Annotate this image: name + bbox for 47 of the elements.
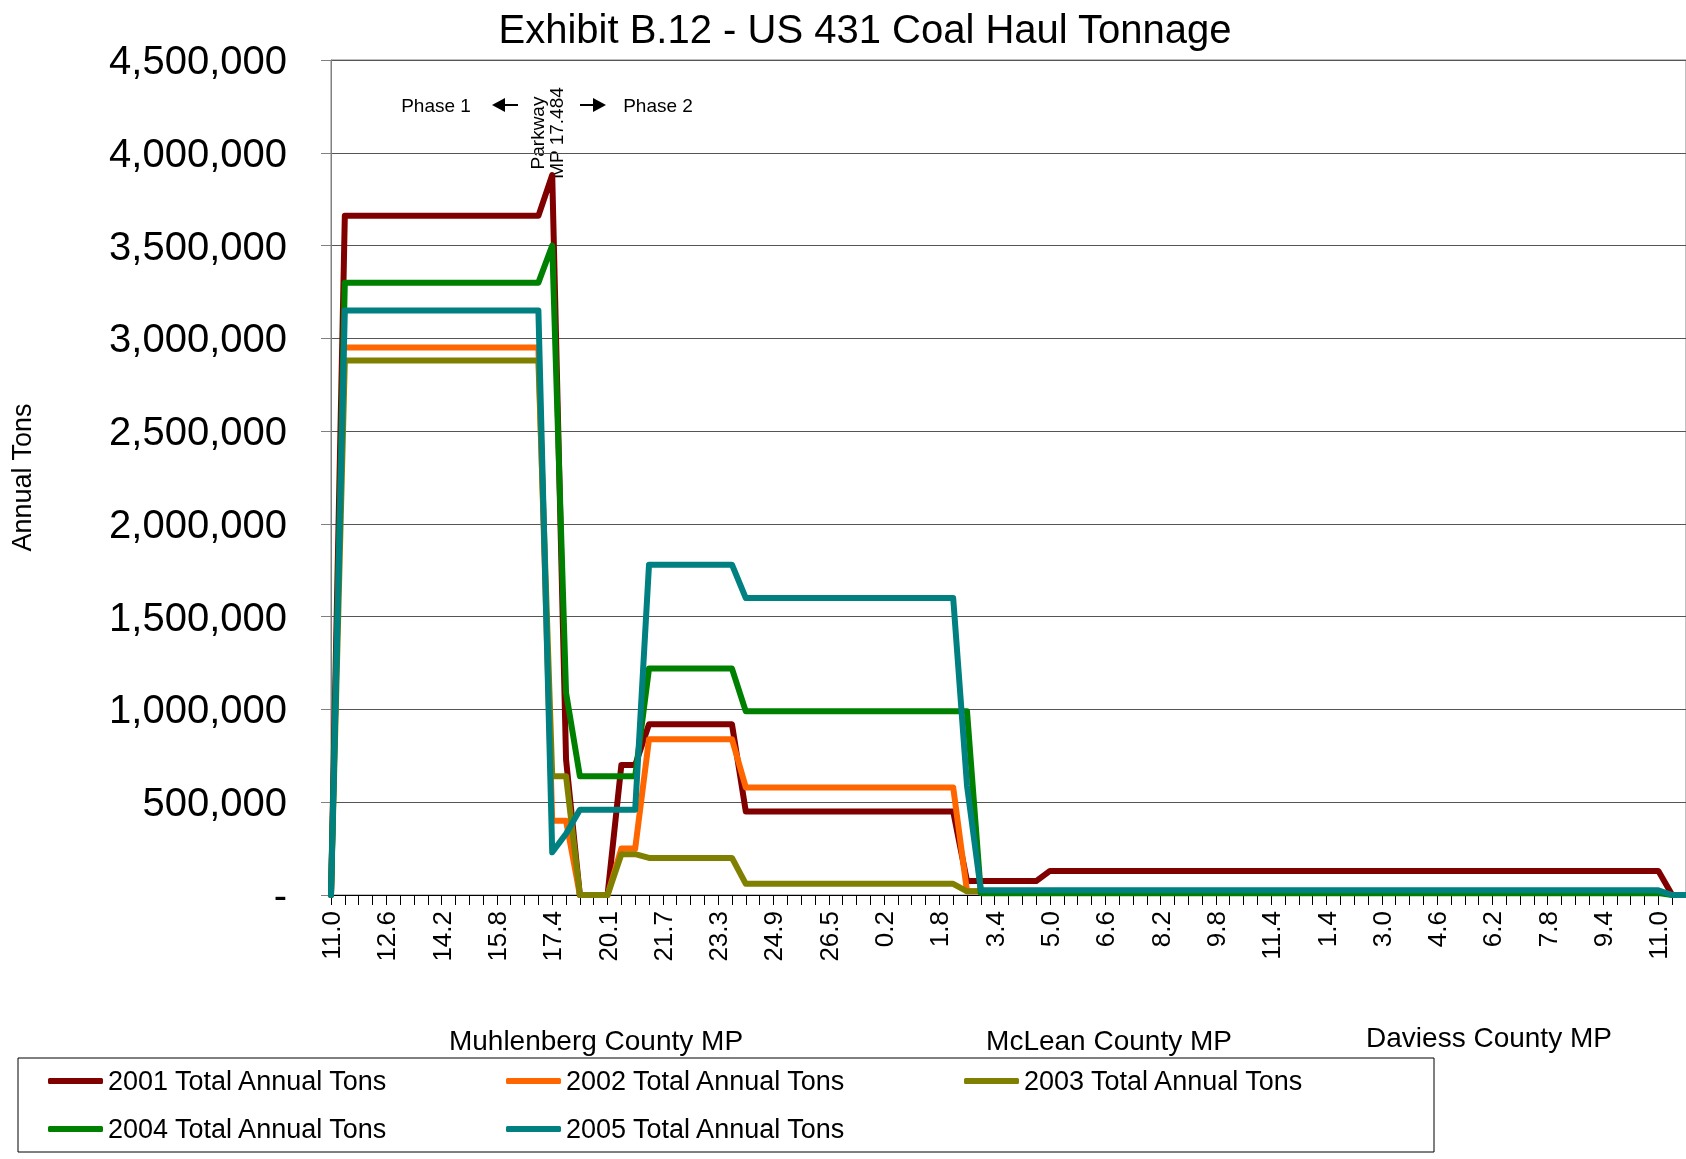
y-tick-label: 3,000,000 [109, 316, 287, 361]
x-tick-label: 20.1 [592, 911, 623, 962]
x-tick-label: 0.2 [869, 911, 900, 948]
x-tick-label: 14.2 [426, 911, 457, 962]
y-tick-label: 2,000,000 [109, 501, 287, 546]
y-tick-label: 1,500,000 [109, 594, 287, 639]
x-tick-label: 3.4 [979, 911, 1010, 948]
x-tick-label: 11.0 [1643, 911, 1674, 960]
annotation: Phase 1 [401, 94, 471, 116]
y-tick-label: 1,000,000 [109, 687, 287, 732]
x-tick-label: 11.0 [316, 911, 346, 960]
x-tick-label: 5.0 [1034, 911, 1065, 948]
y-tick-label: 500,000 [142, 780, 287, 825]
x-tick-label: 1.4 [1311, 911, 1342, 948]
x-tick-label: 24.9 [758, 911, 789, 962]
x-tick-label: 1.8 [924, 911, 955, 948]
y-tick-label: 4,000,000 [109, 130, 287, 175]
x-tick-label: 6.6 [1090, 911, 1121, 948]
x-tick-label: 6.2 [1477, 911, 1508, 948]
x-tick-label: 8.2 [1145, 911, 1176, 948]
y-tick-label: - [273, 873, 287, 917]
x-tick-label: 15.8 [481, 911, 512, 962]
annotation: Phase 2 [623, 94, 693, 116]
x-tick-label: 11.4 [1256, 911, 1287, 960]
text: McLean County MP [986, 1024, 1232, 1056]
x-tick-label: 26.5 [813, 911, 844, 962]
legend-label: 2002 Total Annual Tons [566, 1066, 845, 1096]
chart-title: Exhibit B.12 - US 431 Coal Haul Tonnage [498, 7, 1232, 51]
legend-label: 2005 Total Annual Tons [566, 1114, 845, 1144]
legend-label: 2003 Total Annual Tons [1024, 1066, 1303, 1096]
legend-label: 2004 Total Annual Tons [108, 1114, 387, 1144]
x-tick-label: 7.8 [1532, 911, 1563, 948]
x-tick-label: 9.8 [1200, 911, 1231, 948]
y-tick-label: 2,500,000 [109, 409, 287, 454]
y-axis-title: Annual Tons [6, 403, 37, 552]
y-tick-label: 4,500,000 [109, 38, 287, 82]
legend-label: 2001 Total Annual Tons [108, 1066, 387, 1096]
x-tick-label: 12.6 [371, 911, 402, 962]
x-tick-label: 9.4 [1588, 911, 1619, 948]
y-tick-label: 3,500,000 [109, 223, 287, 268]
x-tick-label: 3.0 [1366, 911, 1397, 948]
x-tick-label: 23.3 [703, 911, 734, 962]
x-tick-label: 17.4 [537, 911, 568, 962]
x-tick-label: 4.6 [1422, 911, 1453, 948]
text: Muhlenberg County MP [448, 1024, 744, 1056]
text: Daviess County MP [1366, 1021, 1612, 1053]
x-tick-label: 21.7 [647, 911, 678, 962]
